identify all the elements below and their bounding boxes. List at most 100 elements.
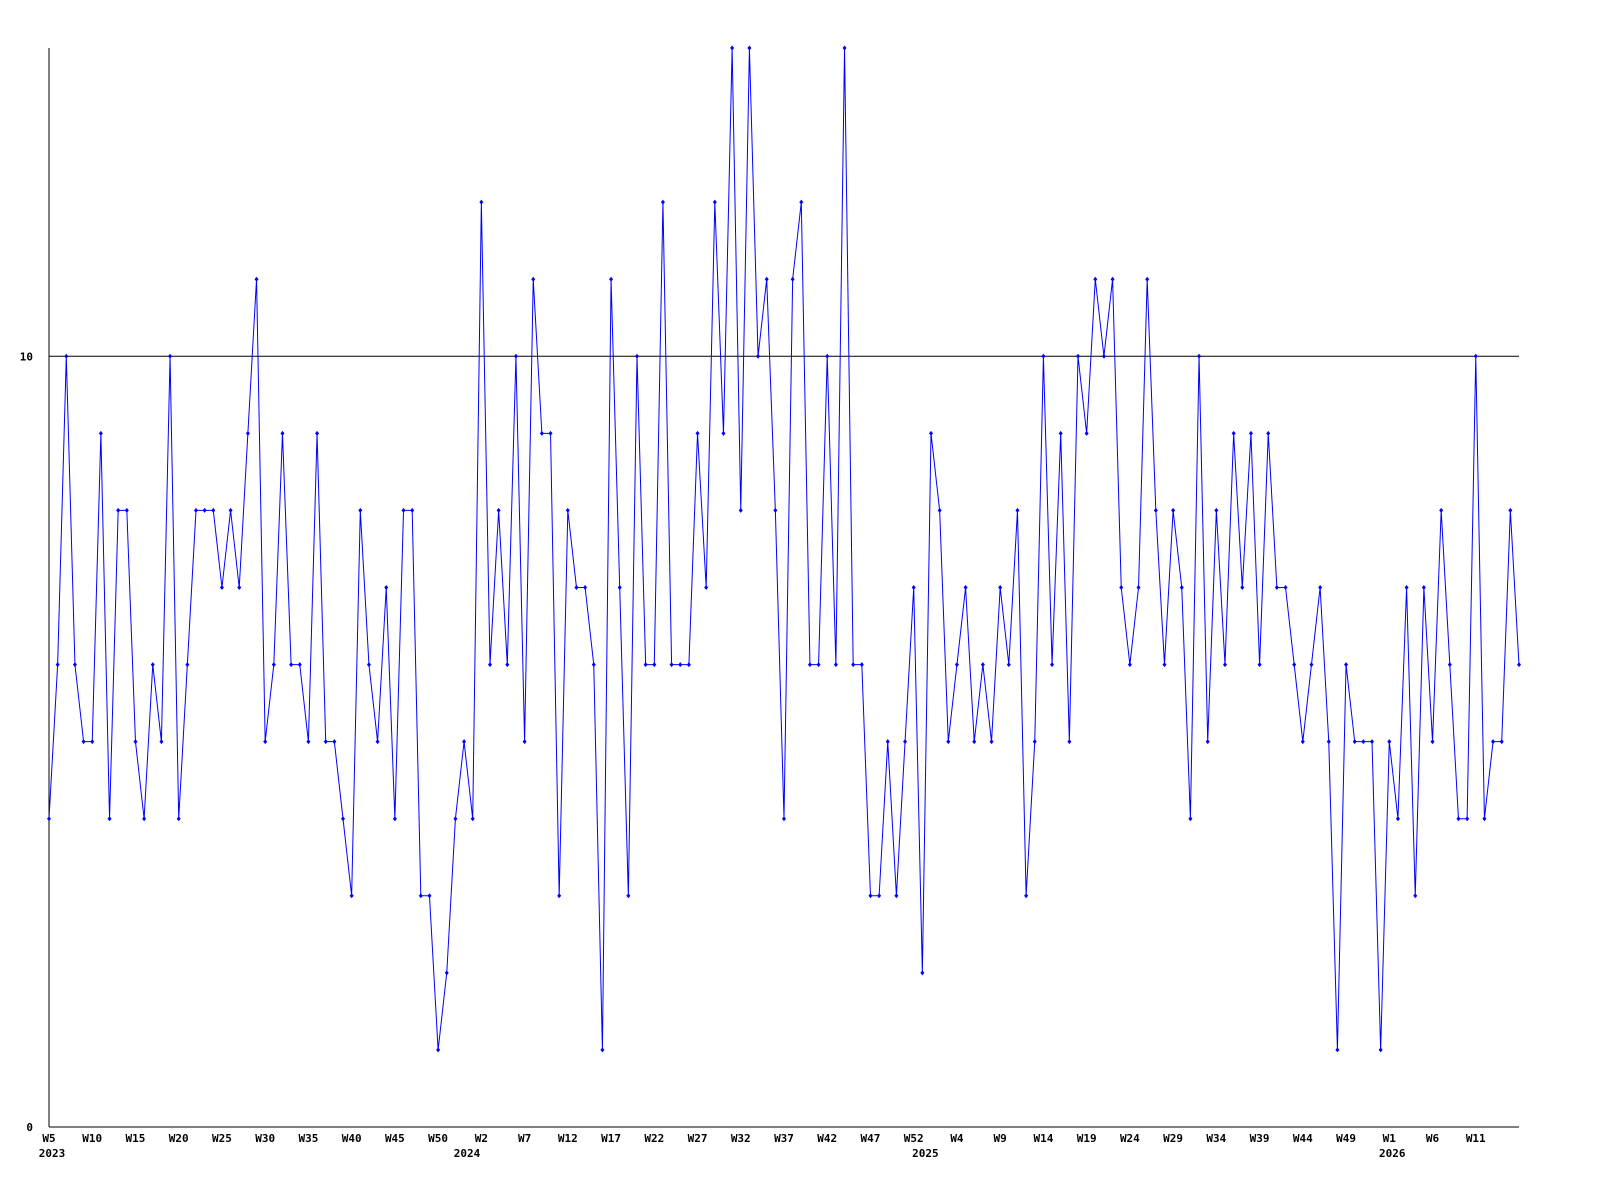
point-marker [686, 662, 691, 668]
point-marker [1344, 662, 1349, 668]
point-marker [228, 507, 233, 513]
point-marker [98, 430, 103, 436]
point-marker [418, 893, 423, 899]
x-tick-label: W4 [950, 1132, 964, 1145]
x-tick-label: W42 [817, 1132, 837, 1145]
point-marker [219, 585, 224, 590]
point-marker [591, 662, 596, 668]
y-tick-label: 10 [20, 350, 33, 363]
point-marker [851, 662, 856, 668]
point-marker [600, 1047, 605, 1053]
point-marker [1188, 816, 1193, 822]
point-marker [1257, 662, 1262, 668]
point-marker [626, 893, 631, 899]
point-marker [133, 739, 138, 745]
point-marker [764, 276, 769, 282]
point-marker [1404, 585, 1409, 590]
year-label: 2023 [39, 1147, 66, 1160]
point-marker [1517, 662, 1521, 668]
x-tick-label: W27 [688, 1132, 708, 1145]
point-marker [245, 430, 250, 436]
point-marker [1370, 739, 1374, 745]
series-line [48, 47, 1520, 1050]
x-tick-label: W50 [428, 1132, 448, 1145]
x-tick-label: W5 [42, 1132, 55, 1145]
point-marker [894, 893, 899, 899]
point-marker [1179, 585, 1184, 590]
x-tick-label: W1 [1383, 1132, 1397, 1145]
point-marker [444, 970, 449, 976]
point-marker [1274, 585, 1279, 590]
point-marker [531, 276, 536, 282]
point-marker [202, 507, 207, 513]
point-marker [1067, 739, 1072, 745]
point-marker [1231, 430, 1236, 436]
point-marker [652, 662, 657, 668]
point-marker [583, 585, 588, 590]
point-marker [1473, 353, 1478, 359]
x-tick-label: W22 [644, 1132, 664, 1145]
point-marker [1041, 353, 1046, 359]
point-marker [254, 276, 259, 282]
point-marker [410, 507, 415, 513]
point-marker [116, 507, 121, 513]
point-marker [903, 739, 908, 745]
point-marker [1309, 662, 1314, 668]
point-marker [730, 45, 735, 51]
point-marker [954, 662, 959, 668]
point-marker [669, 662, 674, 668]
x-tick-label: W17 [601, 1132, 621, 1145]
point-marker [237, 585, 242, 590]
point-marker [782, 816, 786, 822]
point-marker [574, 585, 579, 590]
point-marker [55, 662, 60, 668]
point-marker [799, 199, 804, 205]
x-tick-label: W29 [1163, 1132, 1183, 1145]
point-marker [963, 585, 968, 590]
point-marker [635, 353, 639, 359]
point-marker [1491, 739, 1496, 745]
point-marker [1266, 430, 1271, 436]
point-marker [341, 816, 345, 822]
point-marker [695, 430, 700, 436]
year-label: 2026 [1379, 1147, 1406, 1160]
point-marker [1153, 507, 1158, 513]
point-marker [1248, 430, 1253, 436]
x-tick-label: W7 [518, 1132, 531, 1145]
point-marker [479, 199, 484, 205]
x-tick-label: W12 [558, 1132, 578, 1145]
point-marker [64, 353, 69, 359]
point-marker [453, 816, 458, 822]
point-marker [332, 739, 337, 745]
x-tick-label: W11 [1466, 1132, 1486, 1145]
point-marker [946, 739, 951, 745]
x-tick-label: W40 [342, 1132, 362, 1145]
point-marker [280, 430, 285, 436]
point-marker [1378, 1047, 1383, 1053]
point-marker [868, 893, 873, 899]
point-marker [323, 739, 328, 745]
point-marker [366, 662, 371, 668]
point-marker [1240, 585, 1245, 590]
point-marker [1482, 816, 1487, 822]
year-label: 2025 [912, 1147, 939, 1160]
point-marker [124, 507, 129, 513]
point-marker [678, 662, 683, 668]
point-marker [306, 739, 311, 745]
x-tick-label: W52 [904, 1132, 924, 1145]
point-marker [712, 199, 717, 205]
x-tick-label: W34 [1206, 1132, 1226, 1145]
point-marker [1101, 353, 1106, 359]
point-marker [1171, 507, 1176, 513]
point-marker [1465, 816, 1470, 822]
point-marker [349, 893, 354, 899]
x-tick-label: W44 [1293, 1132, 1313, 1145]
point-marker [937, 507, 942, 513]
point-marker [194, 507, 198, 513]
point-marker [825, 353, 830, 359]
point-marker [375, 739, 380, 745]
point-marker [617, 585, 622, 590]
point-marker [609, 276, 614, 282]
x-tick-label: W24 [1120, 1132, 1140, 1145]
